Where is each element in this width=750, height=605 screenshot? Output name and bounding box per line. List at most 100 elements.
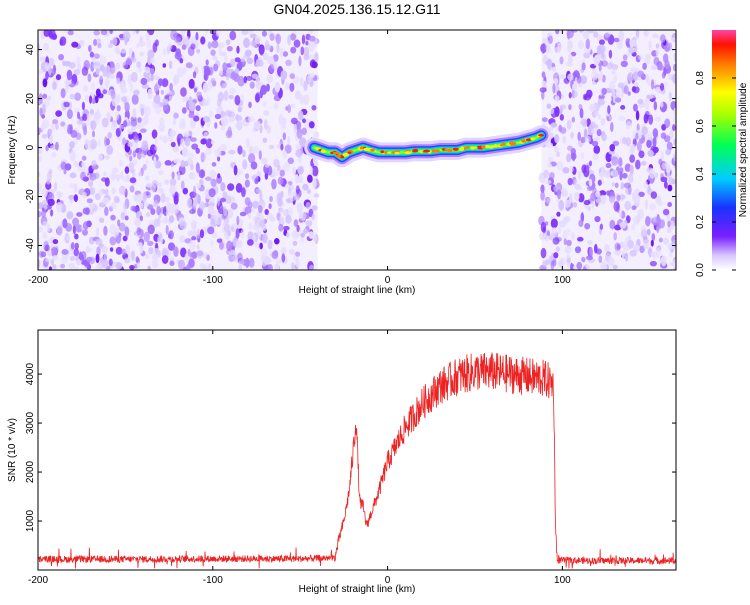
spectrogram-trace-peak xyxy=(404,151,412,155)
spectrogram-noise-speckle xyxy=(279,215,284,225)
spectrogram-noise-speckle xyxy=(145,212,151,217)
spectrogram-noise-speckle xyxy=(280,143,284,151)
spectrogram-noise-speckle xyxy=(122,235,128,242)
spectrogram-noise-speckle xyxy=(591,140,599,147)
spectrogram-noise-speckle xyxy=(212,55,218,61)
spectrogram-noise-speckle xyxy=(638,54,644,61)
spectrogram-trace-peak xyxy=(512,141,517,146)
spectrogram-noise-speckle xyxy=(284,82,290,90)
spectrogram-noise-speckle xyxy=(205,30,209,36)
spectrogram-noise-speckle xyxy=(302,183,309,191)
spectrogram-noise-speckle xyxy=(87,140,92,146)
spectrogram-noise-speckle xyxy=(305,201,311,210)
spectrogram-noise-speckle xyxy=(612,140,620,147)
spectrogram-noise-speckle xyxy=(230,226,235,232)
spectrogram-noise-speckle xyxy=(652,128,659,138)
spectrogram-noise-speckle xyxy=(667,220,671,228)
spectrogram-noise-speckle xyxy=(148,246,154,255)
spectrogram-noise-speckle xyxy=(594,123,599,129)
spectrogram-noise-speckle xyxy=(278,114,284,125)
spectrogram-noise-speckle xyxy=(566,239,572,247)
spectrogram-noise-speckle xyxy=(61,255,68,265)
spectrogram-noise-speckle xyxy=(593,31,599,38)
spectrogram-noise-speckle xyxy=(199,263,205,269)
spectrogram-noise-speckle xyxy=(611,88,616,98)
spectrogram-noise-speckle xyxy=(195,162,200,174)
spectrogram-noise-speckle xyxy=(140,107,145,116)
spectrogram-noise-speckle xyxy=(594,215,601,223)
spectrogram-noise-speckle xyxy=(221,116,229,127)
spectrogram-noise-speckle xyxy=(228,249,236,256)
spectrogram-noise-speckle xyxy=(648,40,652,51)
spectrogram-noise-speckle xyxy=(55,122,59,131)
spectrogram-noise-speckle xyxy=(44,62,50,71)
spectrogram-noise-speckle xyxy=(123,31,131,41)
spectrogram-noise-speckle xyxy=(73,248,80,257)
spectrogram-noise-speckle xyxy=(69,141,75,149)
spectrogram-trace-peak xyxy=(320,149,326,153)
spectrogram-noise-speckle xyxy=(141,84,149,89)
spectrogram-noise-speckle xyxy=(233,165,238,176)
spectrogram-noise-speckle xyxy=(620,105,626,110)
spectrogram-trace-peak xyxy=(501,142,506,146)
spectrogram-noise-speckle xyxy=(74,266,79,270)
spectrogram-noise-speckle xyxy=(63,124,69,131)
spectrogram-noise-speckle xyxy=(168,60,173,70)
spectrogram-noise-speckle xyxy=(149,57,155,64)
spectrogram-noise-speckle xyxy=(588,178,593,187)
spectrogram-noise-speckle xyxy=(245,138,250,149)
spectrogram-noise-speckle xyxy=(192,71,197,79)
spectrogram-noise-speckle xyxy=(203,65,210,71)
spectrogram-noise-speckle xyxy=(540,184,545,194)
spectrogram-noise-speckle xyxy=(74,92,82,101)
spectrogram-noise-speckle xyxy=(305,40,309,46)
spectrogram-noise-speckle xyxy=(566,153,572,163)
spectrogram-noise-speckle xyxy=(608,115,613,121)
spectrogram-noise-speckle xyxy=(622,137,628,145)
spectrogram-noise-speckle xyxy=(278,223,284,232)
spectrogram-noise-speckle xyxy=(69,255,76,261)
spectrogram-noise-speckle xyxy=(41,114,46,119)
spectrogram-noise-speckle xyxy=(283,161,291,172)
spectrogram-noise-speckle xyxy=(89,139,98,150)
spectrogram-noise-speckle xyxy=(115,227,120,236)
spectrogram-noise-speckle xyxy=(621,250,626,259)
spectrogram-noise-speckle xyxy=(287,34,292,46)
spectrogram-noise-speckle xyxy=(203,132,209,138)
spectrogram-noise-speckle xyxy=(160,89,164,95)
spectrogram-noise-speckle xyxy=(237,145,243,155)
spectrogram-noise-speckle xyxy=(168,95,173,102)
spectrogram-noise-speckle xyxy=(593,55,600,67)
spectrogram-trace-peak xyxy=(521,139,527,143)
spectrogram-noise-speckle xyxy=(555,30,560,35)
spectrogram-noise-speckle xyxy=(624,252,629,262)
spectrogram-noise-speckle xyxy=(234,115,243,121)
spectrogram-noise-speckle xyxy=(168,215,175,224)
spectrogram-noise-speckle xyxy=(616,243,621,250)
spectrogram-trace-peak xyxy=(525,138,532,142)
spectrogram-noise-speckle xyxy=(641,126,648,135)
spectrogram-noise-speckle xyxy=(110,171,116,182)
spectrogram-noise-speckle xyxy=(222,191,228,198)
spectrogram-noise-speckle xyxy=(639,245,645,254)
spectrogram-noise-speckle xyxy=(60,161,67,170)
spectrogram-noise-speckle xyxy=(248,153,256,164)
spectrogram-noise-speckle xyxy=(251,73,259,79)
spectrogram-noise-speckle xyxy=(132,107,137,118)
spectrogram-noise-speckle xyxy=(553,252,559,259)
spectrogram-noise-speckle xyxy=(47,198,55,207)
spectrogram-noise-speckle xyxy=(287,207,293,217)
spectrogram-noise-speckle xyxy=(540,221,547,233)
spectrogram-noise-speckle xyxy=(629,249,637,257)
spectrogram-noise-speckle xyxy=(598,171,606,178)
spectrogram-y-tick-label: 0 xyxy=(25,144,36,150)
spectrogram-noise-speckle xyxy=(253,120,262,130)
spectrogram-noise-speckle xyxy=(111,36,118,46)
spectrogram-noise-speckle xyxy=(162,63,167,68)
spectrogram-noise-speckle xyxy=(622,54,628,61)
spectrogram-noise-speckle xyxy=(144,66,151,74)
spectrogram-signal-trace xyxy=(304,125,552,168)
spectrogram-noise-speckle xyxy=(113,173,121,180)
spectrogram-noise-speckle xyxy=(218,45,223,56)
spectrogram-noise-speckle xyxy=(636,141,642,152)
